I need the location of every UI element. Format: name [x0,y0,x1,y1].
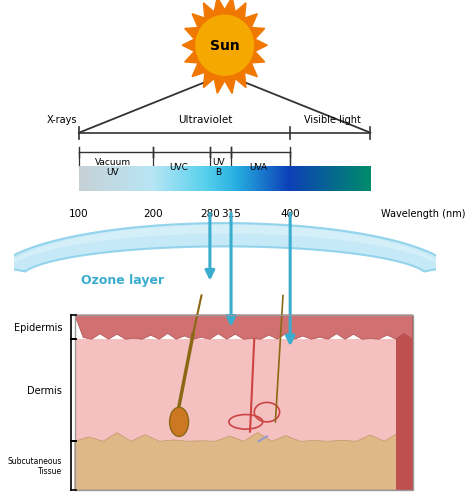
Text: Dermis: Dermis [27,385,62,395]
Ellipse shape [170,407,189,436]
Text: Wavelength (nm): Wavelength (nm) [381,208,465,218]
Polygon shape [75,433,413,490]
Text: Subcutaneous
Tissue: Subcutaneous Tissue [8,456,62,475]
Text: Ultraviolet: Ultraviolet [179,115,233,125]
Text: Ozone layer: Ozone layer [81,274,164,287]
Polygon shape [0,223,451,272]
Text: 400: 400 [280,208,300,218]
Text: Vacuum
UV: Vacuum UV [95,158,131,177]
Text: UV
B: UV B [212,158,225,177]
Text: Epidermis: Epidermis [14,323,62,333]
Ellipse shape [196,16,254,76]
Bar [75,340,413,441]
Bar [75,315,413,490]
Polygon shape [75,315,413,340]
Polygon shape [182,0,267,94]
Bar [396,315,413,490]
Text: 200: 200 [143,208,163,218]
Text: Sun: Sun [210,39,239,53]
Text: Visible light: Visible light [304,115,361,125]
Text: 315: 315 [221,208,241,218]
Text: 100: 100 [69,208,89,218]
Text: UVC: UVC [169,163,188,172]
Text: UVA: UVA [249,163,267,172]
Text: 280: 280 [200,208,220,218]
Polygon shape [5,225,445,269]
Text: X-rays: X-rays [47,115,77,125]
